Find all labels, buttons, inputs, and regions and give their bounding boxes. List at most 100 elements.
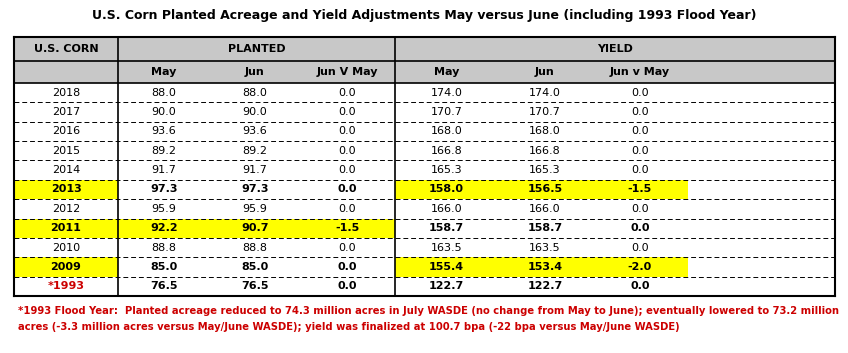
Bar bbox=[14, 122, 118, 141]
Text: 85.0: 85.0 bbox=[242, 262, 269, 272]
Text: 165.3: 165.3 bbox=[529, 165, 561, 175]
Text: 0.0: 0.0 bbox=[338, 281, 357, 291]
Text: 85.0: 85.0 bbox=[150, 262, 177, 272]
Bar bbox=[592, 141, 688, 161]
Text: 88.8: 88.8 bbox=[243, 243, 267, 253]
Bar bbox=[498, 102, 592, 122]
Bar bbox=[395, 102, 498, 122]
Bar bbox=[688, 161, 835, 180]
Text: 88.0: 88.0 bbox=[243, 88, 267, 98]
Bar bbox=[592, 161, 688, 180]
Text: Jun: Jun bbox=[535, 67, 555, 77]
Bar bbox=[498, 83, 592, 102]
Bar bbox=[300, 238, 395, 257]
Text: -2.0: -2.0 bbox=[628, 262, 652, 272]
Bar bbox=[688, 257, 835, 277]
Text: 158.0: 158.0 bbox=[429, 185, 464, 195]
Bar bbox=[118, 102, 210, 122]
Bar bbox=[118, 219, 210, 238]
Bar bbox=[498, 141, 592, 161]
Bar bbox=[300, 161, 395, 180]
Bar bbox=[14, 161, 118, 180]
Bar bbox=[395, 277, 498, 296]
Bar bbox=[498, 257, 592, 277]
Text: 156.5: 156.5 bbox=[527, 185, 562, 195]
Text: 2014: 2014 bbox=[52, 165, 80, 175]
Text: U.S. CORN: U.S. CORN bbox=[34, 44, 98, 54]
Bar bbox=[118, 83, 210, 102]
Bar bbox=[688, 238, 835, 257]
Bar bbox=[210, 83, 300, 102]
Bar bbox=[118, 238, 210, 257]
Text: 91.7: 91.7 bbox=[243, 165, 267, 175]
Text: 90.7: 90.7 bbox=[241, 223, 269, 233]
Text: 0.0: 0.0 bbox=[631, 243, 649, 253]
Text: 166.8: 166.8 bbox=[431, 146, 462, 156]
Bar bbox=[118, 141, 210, 161]
Bar bbox=[118, 122, 210, 141]
Text: 170.7: 170.7 bbox=[529, 107, 561, 117]
Bar bbox=[118, 161, 210, 180]
Text: 0.0: 0.0 bbox=[631, 146, 649, 156]
Bar bbox=[592, 277, 688, 296]
Bar bbox=[395, 161, 498, 180]
Text: 166.0: 166.0 bbox=[529, 204, 561, 214]
Bar bbox=[210, 141, 300, 161]
Text: 76.5: 76.5 bbox=[241, 281, 269, 291]
Bar bbox=[300, 122, 395, 141]
Text: *1993 Flood Year:  Planted acreage reduced to 74.3 million acres in July WASDE (: *1993 Flood Year: Planted acreage reduce… bbox=[18, 306, 839, 316]
Text: U.S. Corn Planted Acreage and Yield Adjustments May versus June (including 1993 : U.S. Corn Planted Acreage and Yield Adju… bbox=[92, 8, 756, 22]
Bar bbox=[498, 161, 592, 180]
Bar bbox=[14, 199, 118, 219]
Text: 122.7: 122.7 bbox=[527, 281, 562, 291]
Text: 163.5: 163.5 bbox=[529, 243, 561, 253]
Text: 92.2: 92.2 bbox=[150, 223, 178, 233]
Text: 0.0: 0.0 bbox=[338, 107, 356, 117]
Bar bbox=[688, 219, 835, 238]
Text: 158.7: 158.7 bbox=[527, 223, 562, 233]
Bar bbox=[498, 238, 592, 257]
Bar bbox=[300, 257, 395, 277]
Bar bbox=[210, 180, 300, 199]
Bar bbox=[14, 37, 835, 296]
Text: 2017: 2017 bbox=[52, 107, 80, 117]
Bar bbox=[14, 102, 118, 122]
Text: 2011: 2011 bbox=[51, 223, 81, 233]
Text: 0.0: 0.0 bbox=[338, 146, 356, 156]
Text: 91.7: 91.7 bbox=[152, 165, 176, 175]
Text: 163.5: 163.5 bbox=[431, 243, 462, 253]
Bar bbox=[592, 122, 688, 141]
Bar bbox=[592, 180, 688, 199]
Bar bbox=[14, 219, 118, 238]
Bar bbox=[592, 238, 688, 257]
Bar bbox=[498, 180, 592, 199]
Text: 2013: 2013 bbox=[51, 185, 81, 195]
Bar bbox=[300, 83, 395, 102]
Text: 0.0: 0.0 bbox=[338, 262, 357, 272]
Text: 0.0: 0.0 bbox=[338, 185, 357, 195]
Bar bbox=[688, 277, 835, 296]
Bar bbox=[395, 199, 498, 219]
Bar bbox=[395, 238, 498, 257]
Text: 89.2: 89.2 bbox=[152, 146, 176, 156]
Text: 2012: 2012 bbox=[52, 204, 80, 214]
Text: -1.5: -1.5 bbox=[628, 185, 652, 195]
Text: Jun: Jun bbox=[245, 67, 265, 77]
Text: 2009: 2009 bbox=[51, 262, 81, 272]
Text: 76.5: 76.5 bbox=[150, 281, 178, 291]
Text: 0.0: 0.0 bbox=[630, 223, 650, 233]
Text: YIELD: YIELD bbox=[597, 44, 633, 54]
Text: 166.8: 166.8 bbox=[529, 146, 561, 156]
Bar bbox=[210, 238, 300, 257]
Bar bbox=[14, 37, 835, 61]
Text: 158.7: 158.7 bbox=[429, 223, 464, 233]
Bar bbox=[210, 219, 300, 238]
Bar bbox=[300, 141, 395, 161]
Text: 2010: 2010 bbox=[52, 243, 80, 253]
Text: 174.0: 174.0 bbox=[529, 88, 561, 98]
Text: -1.5: -1.5 bbox=[335, 223, 360, 233]
Bar bbox=[592, 102, 688, 122]
Bar bbox=[14, 180, 118, 199]
Bar bbox=[688, 141, 835, 161]
Bar bbox=[300, 102, 395, 122]
